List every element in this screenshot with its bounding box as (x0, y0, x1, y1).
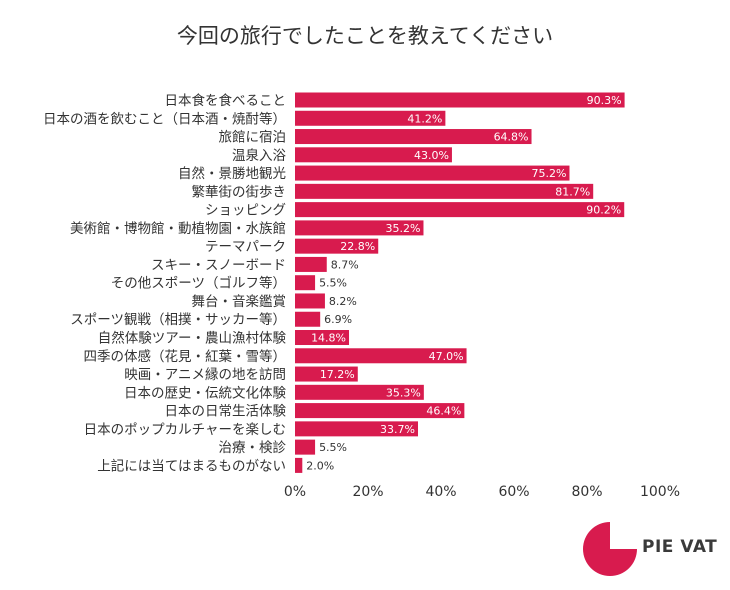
value-label: 5.5% (319, 441, 347, 454)
value-label: 75.2% (532, 167, 567, 180)
bar (295, 275, 316, 291)
bar (295, 293, 325, 309)
category-label: 自然体験ツアー・農山漁村体験 (98, 330, 287, 347)
category-label: 日本の日常生活体験 (165, 404, 287, 420)
bar (295, 165, 570, 181)
bar (295, 457, 303, 473)
bar (295, 202, 625, 218)
value-label: 17.2% (320, 368, 355, 381)
value-label: 22.8% (340, 240, 375, 253)
category-label: 旅館に宿泊 (219, 129, 287, 146)
x-tick-label: 0% (284, 484, 306, 500)
category-label: 治療・検診 (219, 439, 287, 456)
value-label: 90.3% (587, 94, 622, 107)
value-label: 35.2% (386, 222, 421, 235)
category-label: 繁華街の街歩き (192, 184, 287, 200)
bar (295, 366, 358, 382)
category-label: ショッピング (205, 203, 286, 219)
bar-chart: 日本食を食べること 90.3% 日本の酒を飲むこと（日本酒・焼酎等） 41.2% 旅館に… (43, 92, 680, 500)
value-label: 8.2% (329, 295, 357, 308)
category-label: 日本の歴史・伝統文化体験 (124, 385, 286, 401)
bar (295, 238, 379, 254)
category-label: 温泉入浴 (232, 147, 286, 164)
category-label: スポーツ観戦（相撲・サッカー等） (70, 311, 286, 328)
chart-title: 今回の旅行でしたことを教えてください (176, 24, 554, 48)
bar (295, 147, 452, 163)
pie-logo-icon (583, 522, 637, 576)
bar (295, 348, 467, 364)
x-tick-label: 100% (640, 484, 680, 500)
value-label: 90.2% (586, 204, 621, 217)
bar (295, 220, 424, 236)
brand-name: PIE VAT (642, 537, 718, 557)
bar (295, 439, 316, 455)
category-label: 日本の酒を飲むこと（日本酒・焼酎等） (43, 110, 286, 127)
value-label: 14.8% (311, 332, 346, 345)
category-label: 日本のポップカルチャーを楽しむ (84, 422, 286, 438)
x-tick-label: 80% (571, 484, 602, 500)
category-label: 舞台・音楽鑑賞 (192, 293, 287, 310)
value-label: 35.3% (386, 386, 421, 399)
category-label: 美術館・博物館・動植物園・水族館 (70, 220, 286, 237)
value-label: 5.5% (319, 277, 347, 290)
bar (295, 129, 532, 145)
bar (295, 311, 321, 327)
bar (295, 110, 446, 126)
bar (295, 384, 424, 400)
category-label: 映画・アニメ縁の地を訪問 (124, 367, 286, 383)
x-tick-label: 20% (352, 484, 383, 500)
value-label: 81.7% (555, 185, 590, 198)
value-label: 43.0% (414, 149, 449, 162)
bar (295, 256, 327, 272)
bar (295, 330, 350, 346)
brand-logo: PIE VAT (582, 520, 730, 580)
category-label: 上記には当てはまるものがない (97, 457, 286, 474)
value-label: 8.7% (331, 258, 359, 271)
bar (295, 421, 419, 437)
value-label: 41.2% (407, 112, 442, 125)
bar (295, 92, 625, 108)
bar (295, 403, 465, 419)
category-label: その他スポーツ（ゴルフ等） (111, 275, 286, 292)
value-label: 64.8% (494, 131, 529, 144)
x-tick-label: 40% (425, 484, 456, 500)
category-label: テーマパーク (205, 239, 286, 255)
bar (295, 183, 594, 199)
category-label: 自然・景勝地観光 (178, 165, 286, 182)
value-label: 6.9% (324, 313, 352, 326)
category-label: 日本食を食べること (165, 92, 287, 109)
value-label: 46.4% (426, 405, 461, 418)
category-label: 四季の体感（花見・紅葉・雪等） (84, 348, 287, 365)
value-label: 2.0% (306, 459, 334, 472)
value-label: 33.7% (380, 423, 415, 436)
category-label: スキー・スノーボード (151, 257, 286, 273)
x-tick-label: 60% (498, 484, 529, 500)
value-label: 47.0% (429, 350, 464, 363)
